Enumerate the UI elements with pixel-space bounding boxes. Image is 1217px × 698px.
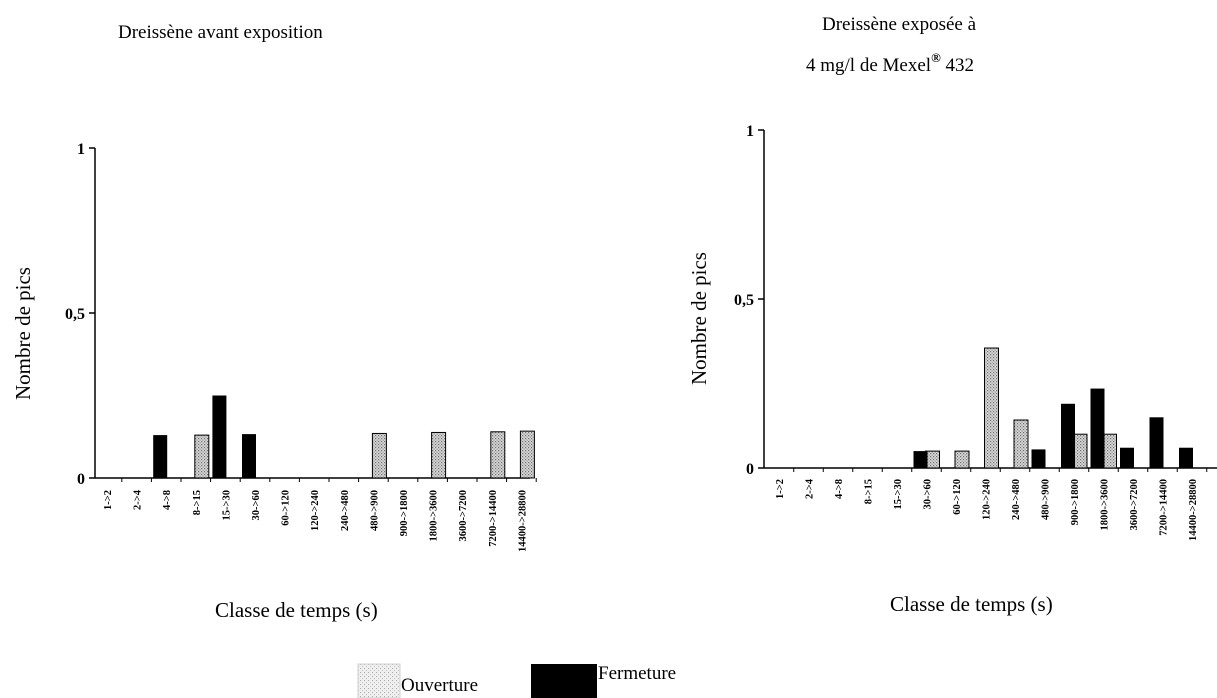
chart-left-x-ticks: 1->2 2->4 4->8 8->15 15->30 30->60 60->120 120-… [103, 478, 537, 552]
chart-right-title-end: 432 [941, 55, 974, 76]
y-tick-label: 1 [746, 123, 754, 140]
legend-swatch-fermeture [531, 664, 597, 698]
bar-ouverture [371, 432, 387, 479]
bar-ouverture [1102, 433, 1117, 469]
x-tick-label: 900->1800 [399, 490, 410, 536]
chart-right-title-sup: ® [931, 50, 941, 65]
y-tick-label: 0,5 [734, 292, 754, 309]
bar-ouverture [1072, 433, 1088, 469]
x-tick-label: 120->240 [310, 490, 321, 531]
legend-label-ouverture: Ouverture [401, 675, 478, 696]
x-tick-label: 1->2 [103, 490, 114, 510]
legend-label-fermeture: Fermeture [598, 663, 676, 684]
legend: Ouverture Fermeture [357, 663, 676, 698]
y-tick-label: 1 [77, 141, 85, 158]
y-tick-label: 0,5 [65, 306, 85, 323]
x-tick-label: 1->2 [775, 479, 786, 499]
bar-ouverture [984, 347, 999, 469]
x-tick-label: 60->120 [281, 490, 292, 526]
x-tick-label: 60->120 [952, 479, 963, 515]
bar-fermeture [1090, 388, 1105, 468]
x-tick-label: 1800->3600 [1100, 479, 1111, 530]
chart-left-bars [153, 395, 535, 479]
chart-left-y-ticks: 00,51 [65, 141, 95, 488]
x-tick-label: 3600->7200 [1129, 479, 1140, 530]
x-tick-label: 30->60 [923, 479, 934, 509]
y-tick-label: 0 [746, 461, 754, 478]
x-tick-label: 2->4 [133, 489, 144, 510]
x-tick-label: 3600->7200 [458, 490, 469, 541]
chart-right-y-ticks: 00,51 [734, 123, 764, 478]
bar-fermeture [212, 395, 227, 478]
bar-ouverture [519, 430, 535, 479]
x-tick-label: 7200->14400 [488, 490, 499, 547]
bar-fermeture [242, 434, 256, 478]
x-tick-label: 15->30 [893, 479, 904, 509]
x-tick-label: 14400->28800 [1188, 479, 1199, 541]
x-tick-label: 1800->3600 [429, 490, 440, 541]
bar-ouverture [490, 431, 506, 479]
chart-left-ylabel: Nombre de pics [11, 267, 35, 400]
x-tick-label: 240->480 [1011, 479, 1022, 520]
chart-left-xlabel: Classe de temps (s) [215, 598, 378, 622]
chart-right: Dreissène exposée à 4 mg/l de Mexel® 432… [687, 14, 1217, 616]
bar-ouverture [431, 431, 447, 479]
x-tick-label: 120->240 [982, 479, 993, 520]
x-tick-label: 14400->28800 [517, 490, 528, 552]
bar-fermeture [153, 435, 168, 478]
x-tick-label: 4->8 [834, 479, 845, 499]
bar-fermeture [1149, 417, 1164, 468]
x-tick-label: 15->30 [221, 490, 232, 520]
x-tick-label: 480->900 [1041, 479, 1052, 520]
chart-right-ylabel: Nombre de pics [687, 252, 711, 385]
chart-right-title-line1: Dreissène exposée à [822, 14, 977, 35]
chart-right-xlabel: Classe de temps (s) [890, 592, 1053, 616]
chart-left-title: Dreissène avant exposition [118, 22, 323, 43]
bar-fermeture [1031, 449, 1046, 468]
bar-fermeture [913, 451, 928, 468]
chart-right-x-ticks: 1->2 2->4 4->8 8->15 15->30 30->60 60->120 120-… [775, 468, 1208, 541]
chart-left: Dreissène avant exposition Classe de tem… [11, 22, 537, 622]
x-tick-label: 7200->14400 [1159, 479, 1170, 536]
x-tick-label: 8->15 [864, 479, 875, 504]
bar-fermeture [1120, 447, 1134, 468]
bar-fermeture [1061, 403, 1075, 468]
bar-fermeture [1179, 447, 1193, 468]
bar-ouverture [925, 450, 940, 469]
chart-right-bars [913, 347, 1193, 469]
chart-right-title-main: 4 mg/l de Mexel [806, 55, 931, 76]
bar-ouverture [954, 450, 970, 469]
x-tick-label: 900->1800 [1070, 479, 1081, 525]
x-tick-label: 240->480 [340, 490, 351, 531]
x-tick-label: 480->900 [369, 490, 380, 531]
x-tick-label: 8->15 [192, 490, 203, 515]
legend-swatch-ouverture [357, 663, 401, 698]
x-tick-label: 30->60 [251, 490, 262, 520]
bar-ouverture [1013, 419, 1029, 469]
x-tick-label: 4->8 [162, 490, 173, 510]
chart-right-title-line2: 4 mg/l de Mexel® 432 [806, 50, 974, 76]
x-tick-label: 2->4 [805, 478, 816, 499]
y-tick-label: 0 [77, 471, 85, 488]
bar-ouverture [194, 434, 210, 479]
